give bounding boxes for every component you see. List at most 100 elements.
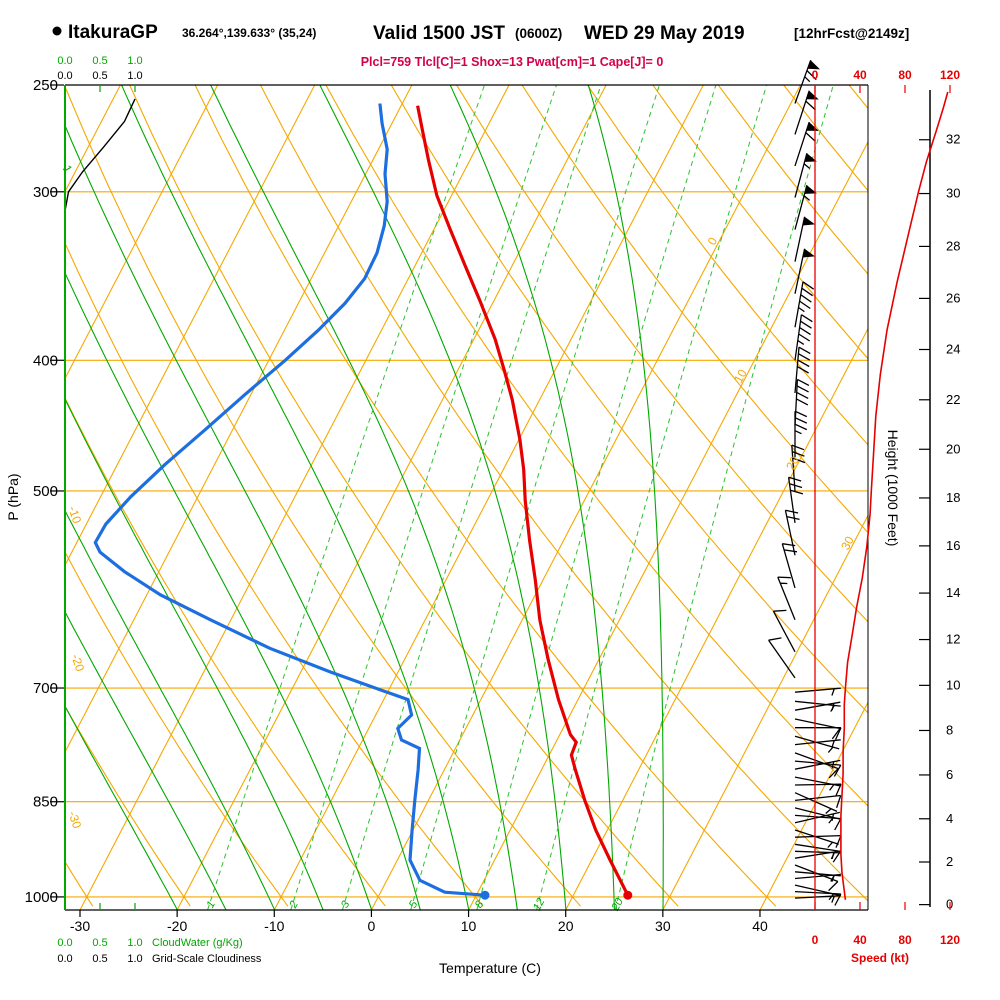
wind-barb-pennant [802, 216, 815, 226]
mixing-ratio-label: 1 [204, 899, 217, 910]
wind-barb [794, 829, 839, 848]
cloudwater-scale-label: 1.0 [127, 937, 142, 949]
wind-barb [794, 718, 841, 740]
height-tick-label: 10 [946, 677, 960, 692]
mixing-ratio-line [536, 85, 768, 910]
wind-barb [794, 410, 808, 458]
wind-barb [794, 687, 841, 696]
height-axis-title: Height (1000 Feet) [885, 430, 901, 547]
dry-adiabat-line [652, 85, 868, 360]
background-line-label: -20 [68, 652, 87, 673]
axis-titles: P (hPa) Height (1000 Feet) Temperature (… [5, 430, 909, 976]
wind-barb-pennant [802, 248, 815, 258]
temperature-tick-label: 20 [558, 918, 574, 934]
mixing-ratio-line [290, 85, 557, 910]
wind-barb [772, 609, 796, 653]
height-tick-label: 2 [946, 854, 953, 869]
background-line-label: 1 [60, 163, 76, 176]
height-tick-label: 28 [946, 238, 960, 253]
height-tick-label: 6 [946, 767, 953, 782]
wind-barb [794, 378, 810, 426]
wind-barb [794, 811, 840, 824]
isotherm-line [273, 85, 704, 910]
wind-barb [794, 752, 839, 779]
isotherm-line [65, 85, 219, 380]
dry-adiabat-line [65, 85, 582, 907]
temperature-tick-label: -20 [167, 918, 187, 934]
temperature-tick-label: -30 [70, 918, 90, 934]
dry-adiabat-line [521, 85, 868, 534]
speed-axis-title: Speed (kt) [851, 951, 909, 965]
wind-barb [795, 727, 842, 740]
wind-barb [794, 346, 811, 394]
wind-barb [794, 759, 841, 770]
wind-barb [794, 783, 842, 797]
isotherm-line [65, 85, 316, 567]
moist-adiabat-line [210, 85, 518, 910]
wind-barb [794, 281, 815, 328]
wind-barb [794, 314, 813, 361]
valid-date: WED 29 May 2019 [584, 23, 745, 44]
pressure-tick-label: 500 [33, 483, 58, 500]
dry-adiabat-line [65, 396, 386, 907]
height-tick-label: 8 [946, 722, 953, 737]
wind-barb [794, 873, 841, 882]
height-tick-label: 26 [946, 290, 960, 305]
height-tick-label: 14 [946, 585, 960, 600]
wind-barb-pennant [807, 60, 820, 70]
wind-barb [794, 792, 838, 814]
mixing-ratio-label: 8 [473, 898, 487, 910]
mixing-ratio-line [410, 85, 660, 910]
cloudwater-scale-label: 0.0 [57, 937, 72, 949]
speed-tick-label: 40 [853, 933, 867, 947]
cloudwater-label: CloudWater (g/Kg) [152, 937, 243, 949]
background-line-label: 30 [838, 534, 857, 553]
mixing-ratio-label: 20 [609, 896, 626, 914]
cloudwater-scale-label: 0.5 [92, 937, 107, 949]
speed-tick-label: 40 [853, 68, 867, 82]
mixing-ratio-line [476, 85, 717, 910]
moist-adiabat-line [587, 85, 664, 910]
temperature-curve [416, 105, 630, 896]
mixing-ratio-label: 5 [407, 898, 421, 910]
profile-curves [65, 98, 633, 900]
speed-tick-label: 80 [898, 68, 912, 82]
pressure-tick-label: 250 [33, 77, 58, 94]
isotherm-line [662, 514, 868, 910]
pressure-tick-label: 1000 [25, 889, 58, 906]
cloudiness-scale-label: 0.0 [57, 953, 72, 965]
temperature-tick-label: 40 [752, 918, 768, 934]
dry-adiabat-line [194, 85, 777, 907]
wind-barb [794, 850, 841, 860]
cloudiness-label: Grid-Scale Cloudiness [152, 953, 262, 965]
wind-barb-pennant [806, 122, 819, 131]
moist-adiabat-line [449, 85, 615, 910]
background-line-label: -30 [65, 809, 84, 830]
isotherm-line [759, 701, 868, 910]
pressure-tick-label: 400 [33, 352, 58, 369]
height-tick-label: 30 [946, 186, 960, 201]
background-line-label: 0 [705, 235, 721, 248]
wind-barb [794, 739, 841, 748]
pressure-tick-label: 850 [33, 794, 58, 811]
valid-time: Valid 1500 JST [373, 23, 505, 44]
cloudiness-scale-label: 1.0 [127, 70, 142, 82]
wind-barb [794, 701, 841, 711]
background-line-label: 20 [783, 454, 802, 473]
speed-tick-label: 0 [812, 68, 819, 82]
mixing-ratio-label: 3 [339, 898, 353, 910]
mixing-ratio-label: 2 [287, 899, 301, 911]
wind-barb [794, 895, 841, 903]
wind-barb [794, 59, 817, 104]
surface-temperature-dot [623, 890, 633, 900]
dry-adiabat-line [65, 241, 484, 907]
wind-barb [791, 444, 806, 492]
wind-barb-pennant [804, 185, 817, 194]
wind-barb [781, 543, 798, 589]
dewpoint-curve [93, 103, 486, 897]
speed-tick-label: 120 [940, 68, 960, 82]
pressure-axis-title: P (hPa) [5, 473, 21, 520]
wind-barb [777, 576, 796, 621]
mixing-ratio-line [614, 85, 834, 910]
